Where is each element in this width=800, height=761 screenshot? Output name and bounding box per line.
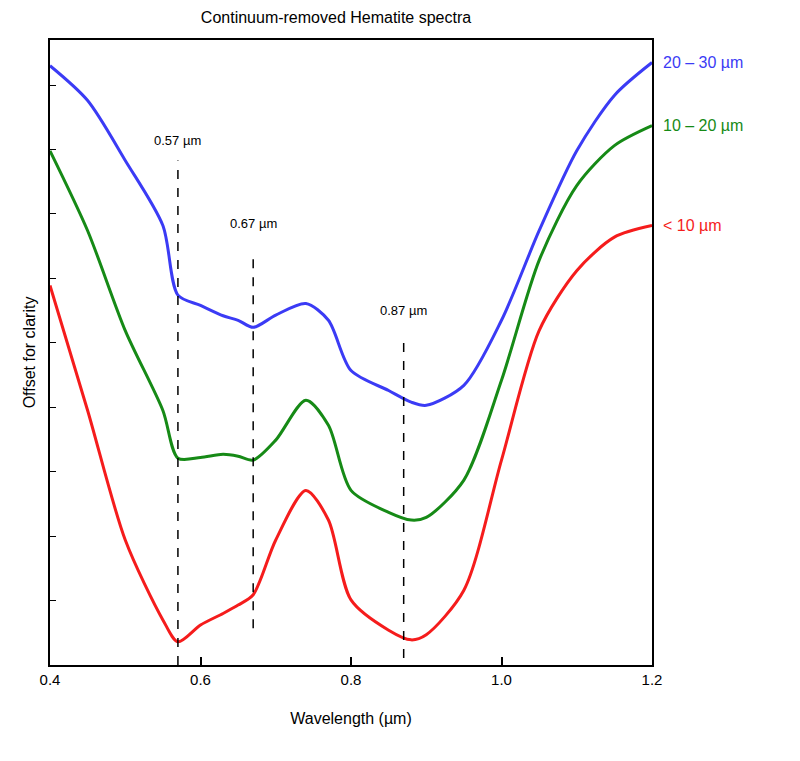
svg-text:< 10 µm: < 10 µm	[663, 217, 722, 234]
svg-text:0.67 µm: 0.67 µm	[230, 216, 277, 231]
svg-text:Offset for clarity: Offset for clarity	[21, 297, 38, 409]
svg-text:20 – 30 µm: 20 – 30 µm	[663, 54, 743, 71]
svg-text:0.4: 0.4	[40, 671, 61, 688]
svg-text:0.57 µm: 0.57 µm	[154, 133, 201, 148]
svg-text:10 – 20 µm: 10 – 20 µm	[663, 117, 743, 134]
svg-text:Wavelength (µm): Wavelength (µm)	[290, 710, 412, 727]
svg-text:0.87 µm: 0.87 µm	[380, 303, 427, 318]
svg-text:1.2: 1.2	[642, 671, 663, 688]
svg-text:1.0: 1.0	[491, 671, 512, 688]
svg-text:Continuum-removed Hematite spe: Continuum-removed Hematite spectra	[201, 9, 471, 26]
svg-text:0.6: 0.6	[190, 671, 211, 688]
svg-text:0.8: 0.8	[341, 671, 362, 688]
